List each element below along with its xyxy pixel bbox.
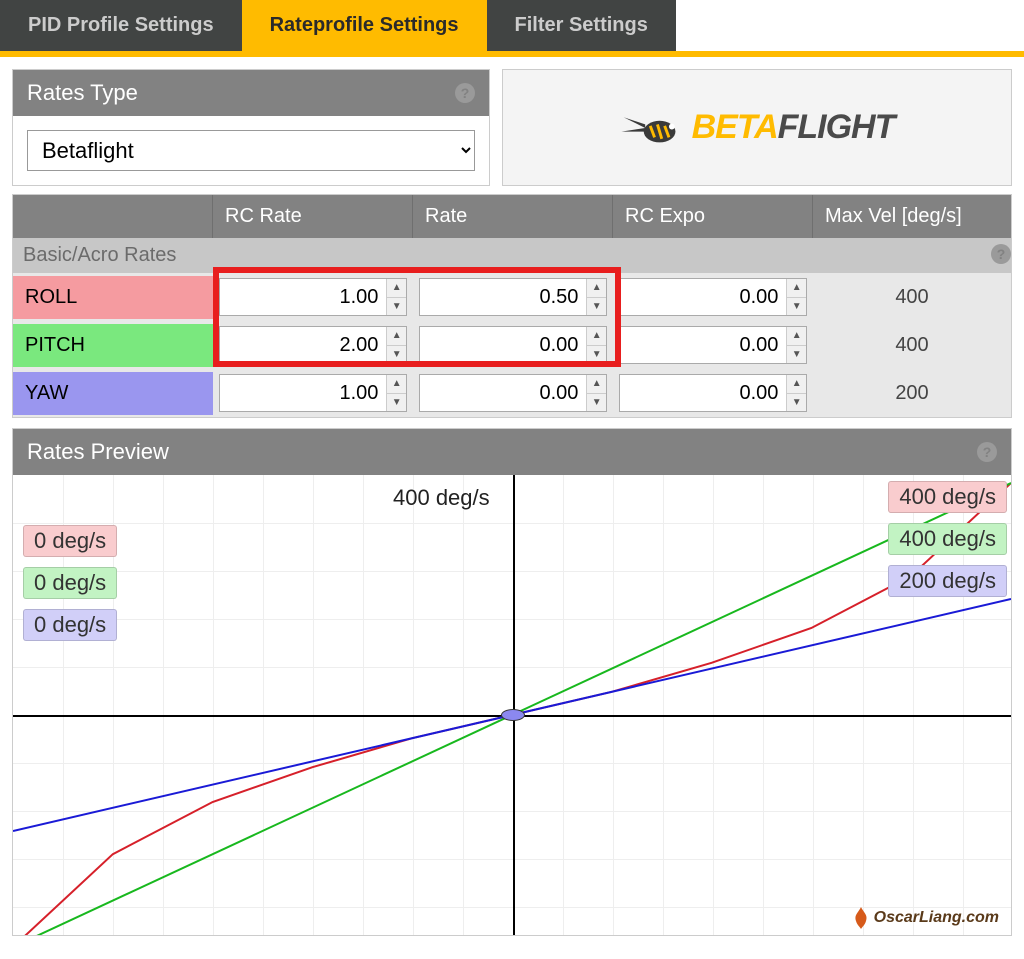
axis-label: ROLL (13, 276, 213, 319)
brand-beta: BETA (692, 108, 778, 146)
step-down-icon[interactable]: ▼ (587, 346, 606, 364)
rc-expo-input[interactable]: ▲▼ (619, 374, 807, 412)
rates-preview-title: Rates Preview (27, 439, 169, 465)
step-down-icon[interactable]: ▼ (387, 394, 406, 412)
brand-flight: FLIGHT (778, 108, 895, 146)
step-up-icon[interactable]: ▲ (587, 279, 606, 298)
watermark: OscarLiang.com (852, 907, 999, 929)
step-down-icon[interactable]: ▼ (387, 298, 406, 316)
step-up-icon[interactable]: ▲ (787, 279, 806, 298)
step-up-icon[interactable]: ▲ (387, 375, 406, 394)
left-rate-label: 0 deg/s (23, 525, 117, 557)
brand-logo: BETAFLIGHT (502, 69, 1012, 186)
rates-preview-panel: Rates Preview ? 400 deg/s 0 deg/s 0 deg/s 0… (12, 428, 1012, 936)
chart-center-label: 400 deg/s (383, 483, 500, 513)
max-vel-value: 400 (813, 334, 1011, 357)
axis-label: YAW (13, 372, 213, 415)
rate-input[interactable]: ▲▼ (419, 374, 607, 412)
step-up-icon[interactable]: ▲ (787, 375, 806, 394)
col-rc-expo: RC Expo (613, 195, 813, 238)
rc-rate-input[interactable]: ▲▼ (219, 374, 407, 412)
rc-expo-input[interactable]: ▲▼ (619, 278, 807, 316)
right-rate-label: 200 deg/s (888, 565, 1007, 597)
step-up-icon[interactable]: ▲ (587, 327, 606, 346)
step-down-icon[interactable]: ▼ (587, 394, 606, 412)
rates-table: RC Rate Rate RC Expo Max Vel [deg/s] Bas… (12, 194, 1012, 418)
bee-icon (620, 102, 692, 154)
col-max-vel: Max Vel [deg/s] (813, 195, 1011, 238)
step-up-icon[interactable]: ▲ (387, 279, 406, 298)
tabs-bar: PID Profile Settings Rateprofile Setting… (0, 0, 1024, 51)
rate-input[interactable]: ▲▼ (419, 278, 607, 316)
table-header: RC Rate Rate RC Expo Max Vel [deg/s] (13, 195, 1011, 238)
help-icon[interactable]: ? (977, 442, 997, 462)
rates-type-title: Rates Type (27, 80, 138, 106)
step-down-icon[interactable]: ▼ (587, 298, 606, 316)
section-basic-acro: Basic/Acro Rates ? (13, 238, 1011, 273)
rates-chart: 400 deg/s 0 deg/s 0 deg/s 0 deg/s 400 deg/s 4… (13, 475, 1011, 935)
step-up-icon[interactable]: ▲ (387, 327, 406, 346)
help-icon[interactable]: ? (455, 83, 475, 103)
step-up-icon[interactable]: ▲ (787, 327, 806, 346)
axis-label: PITCH (13, 324, 213, 367)
origin-marker (501, 709, 525, 721)
left-rate-label: 0 deg/s (23, 609, 117, 641)
col-rc-rate: RC Rate (213, 195, 413, 238)
flame-icon (852, 907, 870, 929)
rc-rate-input[interactable]: ▲▼ (219, 278, 407, 316)
help-icon[interactable]: ? (991, 244, 1011, 264)
table-row: YAW▲▼▲▼▲▼200 (13, 369, 1011, 417)
tab-rateprofile[interactable]: Rateprofile Settings (242, 0, 487, 51)
step-down-icon[interactable]: ▼ (387, 346, 406, 364)
rate-input[interactable]: ▲▼ (419, 326, 607, 364)
tab-filter[interactable]: Filter Settings (487, 0, 676, 51)
right-rate-label: 400 deg/s (888, 523, 1007, 555)
tab-pid[interactable]: PID Profile Settings (0, 0, 242, 51)
table-row: ROLL▲▼▲▼▲▼400 (13, 273, 1011, 321)
left-rate-label: 0 deg/s (23, 567, 117, 599)
rc-rate-input[interactable]: ▲▼ (219, 326, 407, 364)
max-vel-value: 400 (813, 286, 1011, 309)
max-vel-value: 200 (813, 382, 1011, 405)
rates-type-panel: Rates Type ? Betaflight (12, 69, 490, 186)
col-rate: Rate (413, 195, 613, 238)
rc-expo-input[interactable]: ▲▼ (619, 326, 807, 364)
col-blank (13, 195, 213, 238)
step-down-icon[interactable]: ▼ (787, 394, 806, 412)
rates-type-select[interactable]: Betaflight (27, 130, 475, 171)
step-down-icon[interactable]: ▼ (787, 346, 806, 364)
step-down-icon[interactable]: ▼ (787, 298, 806, 316)
right-rate-label: 400 deg/s (888, 481, 1007, 513)
table-row: PITCH▲▼▲▼▲▼400 (13, 321, 1011, 369)
step-up-icon[interactable]: ▲ (587, 375, 606, 394)
